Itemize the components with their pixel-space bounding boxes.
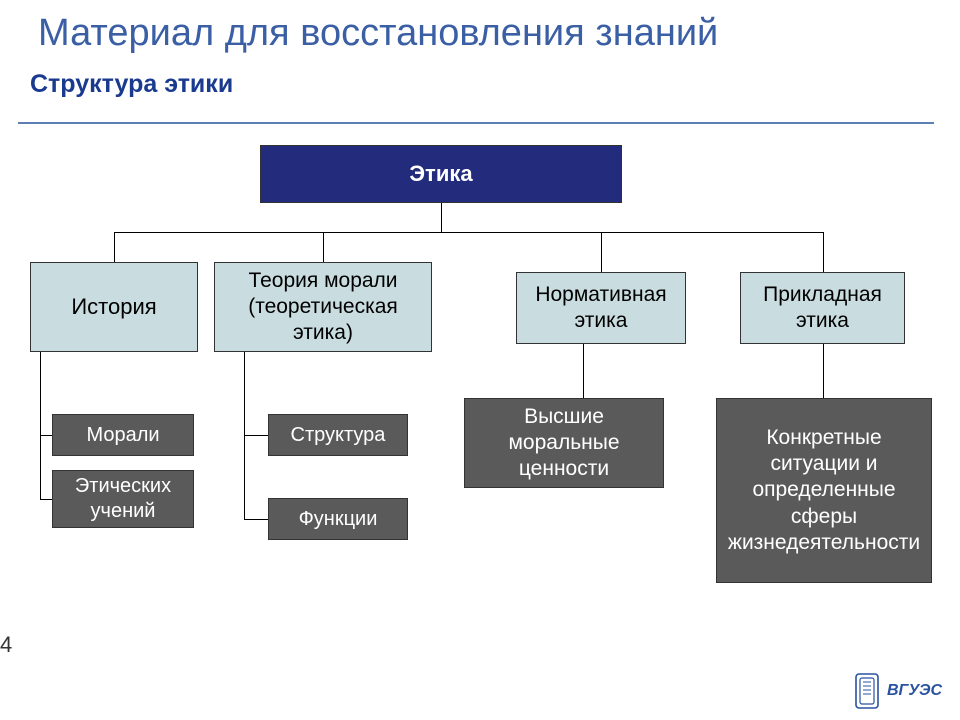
- connector: [601, 232, 602, 272]
- connector: [244, 519, 268, 520]
- node-applied: Прикладная этика: [740, 272, 905, 344]
- node-label: Функции: [299, 507, 378, 532]
- node-functions: Функции: [268, 498, 408, 540]
- footer-logo: ВГУЭС: [853, 672, 942, 710]
- connector: [40, 499, 52, 500]
- connector: [244, 435, 268, 436]
- node-values: Высшие моральные ценности: [464, 398, 664, 488]
- connector: [114, 232, 823, 233]
- node-normative: Нормативная этика: [516, 272, 686, 344]
- node-label: Конкретные ситуации и определенные сферы…: [723, 425, 925, 556]
- university-crest-icon: [853, 672, 881, 710]
- connector: [114, 232, 115, 262]
- footer-logo-text: ВГУЭС: [887, 682, 942, 700]
- connector: [823, 232, 824, 272]
- node-theory: Теория морали (теоретическая этика): [214, 262, 432, 352]
- page-subtitle: Структура этики: [30, 70, 233, 99]
- connector: [40, 352, 41, 499]
- connector: [823, 344, 824, 398]
- title-divider: [18, 122, 934, 124]
- node-root: Этика: [260, 145, 622, 203]
- node-label: Прикладная этика: [747, 282, 898, 335]
- connector: [323, 232, 324, 262]
- node-morality: Морали: [52, 414, 194, 456]
- node-label: Высшие моральные ценности: [471, 404, 657, 483]
- node-label: Морали: [86, 423, 159, 448]
- node-teachings: Этических учений: [52, 470, 194, 528]
- node-label: Этика: [409, 160, 472, 188]
- connector: [583, 344, 584, 398]
- connector: [441, 203, 442, 232]
- node-label: Структура: [291, 423, 386, 448]
- page-title: Материал для восстановления знаний: [38, 12, 718, 55]
- node-label: Теория морали (теоретическая этика): [221, 268, 425, 347]
- node-label: Нормативная этика: [523, 282, 679, 335]
- connector: [40, 435, 52, 436]
- node-label: История: [71, 293, 156, 321]
- page-number: 4: [0, 632, 12, 658]
- node-label: Этических учений: [59, 474, 187, 524]
- node-structure: Структура: [268, 414, 408, 456]
- node-situations: Конкретные ситуации и определенные сферы…: [716, 398, 932, 583]
- node-history: История: [30, 262, 198, 352]
